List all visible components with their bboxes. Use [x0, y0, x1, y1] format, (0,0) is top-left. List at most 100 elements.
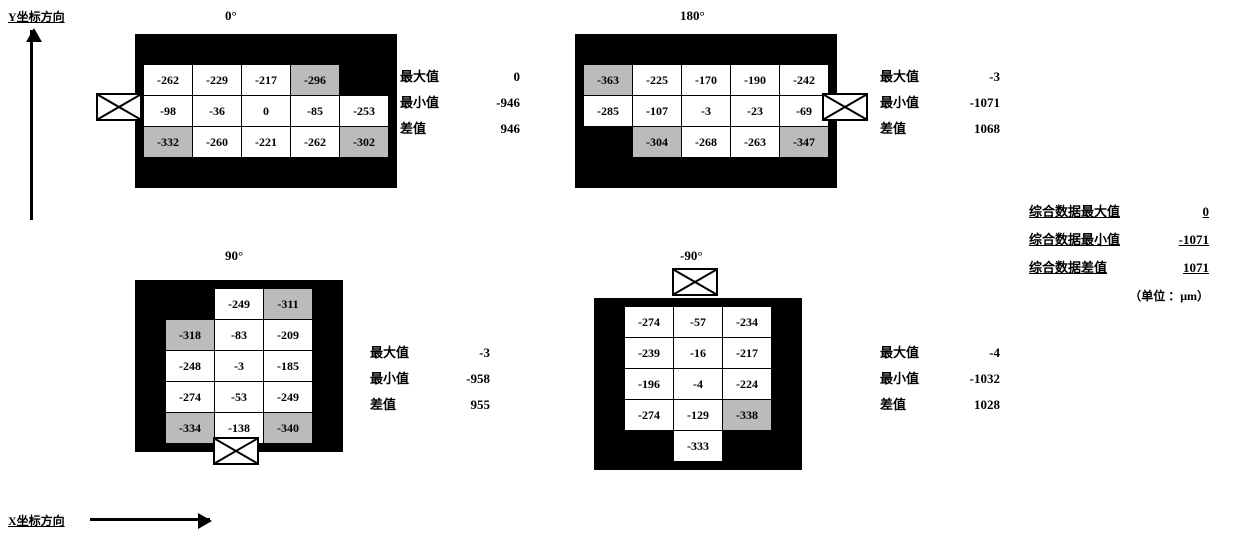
grid-cell: -274	[625, 400, 674, 431]
grid-cell: -170	[682, 65, 731, 96]
summary-diff: 1071	[1149, 254, 1209, 282]
summary-block: 综合数据最大值0 综合数据最小值-1071 综合数据差值1071 （单位 ：μm…	[1029, 198, 1209, 310]
grid-cell: -285	[584, 96, 633, 127]
y-axis-arrow	[30, 30, 33, 220]
grid-cell: -53	[215, 382, 264, 413]
grid-cell: -3	[682, 96, 731, 127]
grid-cell	[625, 431, 674, 462]
grid-cell: -23	[731, 96, 780, 127]
grid-cell: -274	[166, 382, 215, 413]
grid-cell: -234	[723, 307, 772, 338]
summary-max: 0	[1149, 198, 1209, 226]
grid-cell: -262	[291, 127, 340, 158]
grid-cell: -242	[780, 65, 829, 96]
grid-cell: -229	[193, 65, 242, 96]
grid-cell: -268	[682, 127, 731, 158]
stats-180: 最大值-3 最小值-1071 差值1068	[880, 64, 1000, 142]
grid-cell: -332	[144, 127, 193, 158]
grid-cell: -107	[633, 96, 682, 127]
grid-cell: -347	[780, 127, 829, 158]
grid-cell: -239	[625, 338, 674, 369]
panel-m90: -274-57-234-239-16-217-196-4-224-274-129…	[594, 298, 802, 470]
grid-cell: -260	[193, 127, 242, 158]
stat-90-diff: 955	[430, 392, 490, 418]
grid-cell: -253	[340, 96, 389, 127]
stat-label-min: 最小值	[400, 90, 460, 116]
grid-cell: -129	[674, 400, 723, 431]
summary-min-label: 综合数据最小值	[1029, 226, 1149, 254]
marker-m90	[672, 268, 718, 296]
grid-cell: -217	[242, 65, 291, 96]
panel-90-title: 90°	[225, 248, 243, 264]
stat-m90-diff: 1028	[940, 392, 1000, 418]
grid-cell: -333	[674, 431, 723, 462]
grid-cell: 0	[242, 96, 291, 127]
grid-m90: -274-57-234-239-16-217-196-4-224-274-129…	[624, 306, 772, 462]
stat-label-max: 最大值	[400, 64, 460, 90]
grid-cell: -98	[144, 96, 193, 127]
panel-180-title: 180°	[680, 8, 705, 24]
grid-cell	[340, 65, 389, 96]
summary-diff-label: 综合数据差值	[1029, 254, 1149, 282]
stat-180-max: -3	[940, 64, 1000, 90]
grid-180: -363-225-170-190-242-285-107-3-23-69-304…	[583, 64, 829, 158]
grid-cell: -190	[731, 65, 780, 96]
grid-cell: -334	[166, 413, 215, 444]
grid-cell: -311	[264, 289, 313, 320]
grid-cell: -57	[674, 307, 723, 338]
marker-90	[213, 437, 259, 465]
marker-0	[96, 93, 142, 121]
stat-m90-max: -4	[940, 340, 1000, 366]
grid-cell: -248	[166, 351, 215, 382]
grid-cell: -249	[215, 289, 264, 320]
grid-0: -262-229-217-296-98-360-85-253-332-260-2…	[143, 64, 389, 158]
grid-cell: -263	[731, 127, 780, 158]
grid-cell: -209	[264, 320, 313, 351]
x-axis-arrow	[90, 518, 210, 521]
grid-cell: -221	[242, 127, 291, 158]
stat-180-min: -1071	[940, 90, 1000, 116]
grid-cell	[723, 431, 772, 462]
grid-cell: -318	[166, 320, 215, 351]
grid-cell: -302	[340, 127, 389, 158]
stats-0: 最大值0 最小值-946 差值946	[400, 64, 520, 142]
stat-90-max: -3	[430, 340, 490, 366]
grid-cell: -224	[723, 369, 772, 400]
grid-cell: -225	[633, 65, 682, 96]
y-axis-label: Y坐标方向	[8, 8, 65, 25]
grid-cell	[166, 289, 215, 320]
stat-0-min: -946	[460, 90, 520, 116]
x-axis-label: X坐标方向	[8, 512, 65, 529]
grid-cell: -340	[264, 413, 313, 444]
grid-cell: -217	[723, 338, 772, 369]
grid-cell	[584, 127, 633, 158]
panel-180: -363-225-170-190-242-285-107-3-23-69-304…	[575, 34, 837, 188]
panel-0-title: 0°	[225, 8, 237, 24]
stat-90-min: -958	[430, 366, 490, 392]
grid-cell: -338	[723, 400, 772, 431]
stat-180-diff: 1068	[940, 116, 1000, 142]
grid-cell: -3	[215, 351, 264, 382]
panel-0: -262-229-217-296-98-360-85-253-332-260-2…	[135, 34, 397, 188]
grid-cell: -196	[625, 369, 674, 400]
grid-cell: -16	[674, 338, 723, 369]
grid-cell: -262	[144, 65, 193, 96]
grid-90: -249-311-318-83-209-248-3-185-274-53-249…	[165, 288, 313, 444]
summary-max-label: 综合数据最大值	[1029, 198, 1149, 226]
grid-cell: -4	[674, 369, 723, 400]
panel-90: -249-311-318-83-209-248-3-185-274-53-249…	[135, 280, 343, 452]
grid-cell: -304	[633, 127, 682, 158]
grid-cell: -249	[264, 382, 313, 413]
summary-min: -1071	[1149, 226, 1209, 254]
grid-cell: -363	[584, 65, 633, 96]
stat-0-diff: 946	[460, 116, 520, 142]
stat-label-diff: 差值	[400, 116, 460, 142]
stat-0-max: 0	[460, 64, 520, 90]
summary-unit: （单位 ：μm）	[1029, 282, 1209, 310]
grid-cell: -185	[264, 351, 313, 382]
grid-cell: -274	[625, 307, 674, 338]
grid-cell: -296	[291, 65, 340, 96]
grid-cell: -36	[193, 96, 242, 127]
panel-m90-title: -90°	[680, 248, 703, 264]
stat-m90-min: -1032	[940, 366, 1000, 392]
